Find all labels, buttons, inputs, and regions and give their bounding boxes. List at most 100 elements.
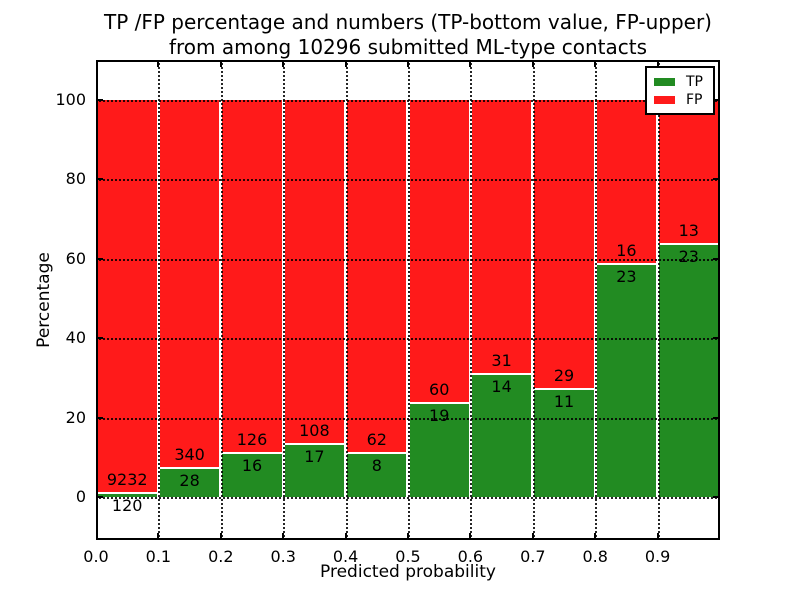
x-tick-mark-top (282, 62, 285, 67)
x-tick-label: 0.1 (145, 547, 172, 566)
bar-segment-tp (97, 491, 157, 497)
x-tick-mark (157, 533, 160, 538)
y-tick-label: 0 (75, 487, 86, 506)
tp-count-label: 28 (179, 470, 200, 490)
y-tick-mark-right (713, 337, 718, 340)
x-tick-label: 0.7 (520, 547, 546, 566)
bar-segment-fp (596, 100, 657, 263)
chart-title-line1: TP /FP percentage and numbers (TP-bottom… (104, 10, 712, 34)
y-tick-mark-right (713, 178, 718, 181)
fp-count-label: 13 (678, 221, 699, 241)
y-tick-mark-right (713, 496, 718, 498)
bar-segment-tp (222, 452, 282, 497)
fp-count-label: 108 (299, 421, 330, 440)
x-tick-label: 0.5 (395, 547, 421, 566)
tp-count-label: 8 (371, 455, 382, 475)
gridline-vertical (532, 60, 535, 540)
x-tick-mark (219, 533, 222, 538)
x-tick-mark-top (407, 62, 409, 67)
x-tick-mark-top (594, 62, 597, 67)
legend-label: TP (686, 74, 703, 90)
x-tick-mark-top (219, 62, 222, 67)
fp-count-label: 9232 (106, 469, 148, 489)
legend-label: FP (686, 92, 703, 108)
bar-segment-tp (159, 466, 220, 497)
bar-segment-fp (97, 100, 157, 492)
y-tick-mark (98, 416, 103, 419)
gridline-vertical (470, 60, 473, 540)
gridline-vertical (408, 60, 410, 540)
tp-count-label: 17 (304, 447, 325, 466)
bar-segment-tp (284, 443, 345, 497)
fp-count-label: 29 (553, 365, 575, 385)
y-tick-mark-right (713, 416, 718, 419)
legend: TP FP (645, 66, 715, 115)
x-tick-label: 0.6 (457, 547, 484, 566)
bar-segment-tp (471, 373, 532, 497)
bar-segment-fp (222, 100, 282, 453)
bar-segment-fp (347, 100, 407, 452)
x-tick-mark (469, 533, 472, 538)
legend-swatch-tp (654, 78, 675, 86)
tp-count-label: 23 (616, 266, 637, 286)
tp-count-label: 16 (241, 456, 263, 476)
gridline-vertical (595, 60, 598, 540)
x-tick-mark-top (531, 62, 534, 67)
fp-count-label: 126 (236, 430, 268, 450)
y-tick-mark (98, 178, 103, 181)
x-tick-label: 0.4 (332, 547, 359, 566)
fp-count-label: 60 (429, 379, 450, 399)
x-tick-mark-top (157, 62, 160, 67)
fp-count-label: 340 (174, 444, 205, 464)
chart-title-line2: from among 10296 submitted ML-type conta… (168, 35, 648, 59)
gridline-vertical (158, 60, 161, 540)
gridline-vertical (657, 60, 660, 540)
y-tick-mark (98, 337, 103, 340)
x-tick-mark-top (344, 62, 347, 67)
y-tick-mark (98, 99, 103, 101)
y-tick-mark-right (713, 99, 718, 101)
y-tick-label: 80 (65, 169, 86, 189)
bar-segment-tp (409, 401, 469, 497)
x-tick-mark (594, 533, 597, 538)
x-tick-mark (656, 533, 659, 538)
x-tick-label: 0.8 (582, 547, 608, 566)
bar-segment-tp (534, 387, 594, 497)
x-tick-label: 0.0 (83, 547, 109, 566)
chart-title: TP /FP percentage and numbers (TP-bottom… (96, 10, 720, 60)
y-tick-mark (98, 496, 103, 498)
bar-segment-fp (471, 100, 532, 374)
bar-segment-fp (534, 100, 594, 388)
tp-count-label: 14 (491, 377, 512, 397)
y-tick-mark-right (713, 257, 718, 260)
gridline-vertical (220, 60, 223, 540)
y-tick-label: 40 (65, 328, 86, 348)
x-tick-label: 0.9 (644, 547, 671, 566)
bar-segment-fp (159, 100, 220, 467)
y-tick-label: 100 (55, 90, 86, 109)
y-tick-label: 60 (65, 248, 86, 268)
x-tick-mark-top (656, 62, 659, 67)
legend-swatch-fp (654, 96, 675, 104)
tp-count-label: 23 (678, 247, 699, 267)
x-tick-mark (344, 533, 347, 538)
bar-segment-fp (284, 100, 345, 443)
x-tick-label: 0.2 (208, 547, 234, 566)
bar-segment-tp (596, 262, 657, 497)
x-tick-mark (282, 533, 285, 538)
gridline-vertical (283, 60, 286, 540)
bar-segment-fp (409, 100, 469, 402)
tp-count-label: 120 (111, 495, 143, 515)
fp-count-label: 62 (366, 429, 387, 449)
x-tick-mark-top (469, 62, 472, 67)
bar-segment-tp (347, 451, 407, 497)
fp-count-label: 31 (491, 351, 512, 371)
y-tick-mark (98, 257, 103, 260)
y-tick-label: 20 (65, 407, 86, 427)
x-tick-label: 0.3 (270, 547, 296, 566)
x-axis-label: Predicted probability (320, 562, 496, 582)
fp-count-label: 16 (616, 240, 637, 260)
bar-segment-fp (659, 100, 719, 244)
y-axis-label: Percentage (34, 252, 54, 348)
